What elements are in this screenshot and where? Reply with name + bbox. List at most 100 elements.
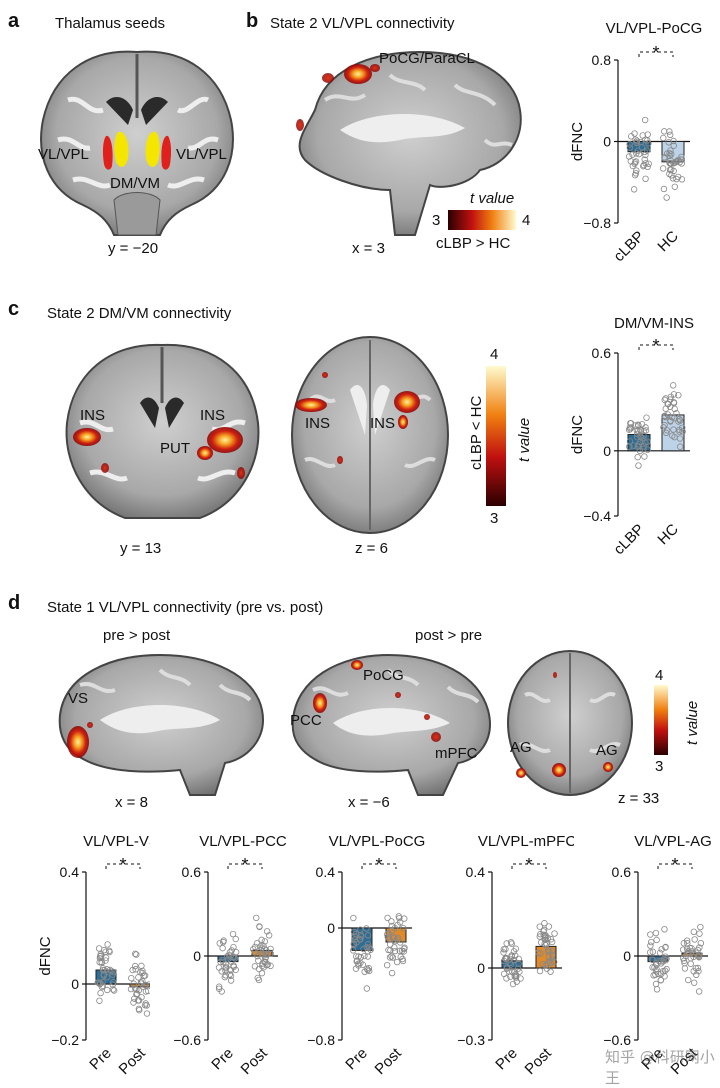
- data-point: [217, 958, 224, 966]
- data-point: [363, 985, 371, 992]
- data-point: [503, 955, 510, 962]
- data-point: [543, 940, 550, 948]
- data-point: [549, 952, 556, 959]
- data-point: [261, 938, 269, 945]
- data-point: [106, 948, 113, 956]
- label-dmvm: DM/VM: [110, 175, 160, 192]
- y-tick-label: 0: [603, 134, 611, 150]
- data-point: [221, 973, 229, 981]
- data-point: [396, 919, 404, 926]
- colorbar-b-max: 4: [522, 212, 531, 229]
- colorbar-b-min: 3: [432, 212, 441, 229]
- data-point: [97, 989, 104, 997]
- data-point: [660, 185, 668, 193]
- data-point: [695, 967, 702, 975]
- data-point: [365, 967, 373, 975]
- data-point: [627, 158, 635, 165]
- data-point: [636, 447, 644, 455]
- data-point: [258, 969, 266, 977]
- data-point: [265, 932, 273, 939]
- data-point: [255, 976, 263, 984]
- data-point: [500, 946, 508, 953]
- data-point: [102, 957, 109, 964]
- label-d-pocg: PoCG: [363, 667, 404, 684]
- colorbar-c: [486, 366, 506, 506]
- y-tick-label: 0.6: [592, 345, 612, 361]
- data-point: [641, 116, 649, 124]
- y-tick-label: 0.8: [592, 52, 612, 68]
- data-point: [541, 920, 548, 927]
- data-point: [103, 966, 111, 973]
- panel-letter-c: c: [8, 298, 20, 320]
- data-point: [551, 930, 558, 937]
- data-point: [548, 947, 556, 955]
- data-point: [648, 938, 655, 946]
- data-point: [261, 945, 268, 952]
- significance-star: *: [375, 855, 382, 875]
- axial-brain-slice-d: [507, 650, 633, 796]
- data-point: [96, 953, 104, 960]
- y-axis-label: dFNC: [569, 415, 586, 454]
- data-point: [110, 987, 118, 994]
- data-point: [388, 969, 396, 977]
- colorbar-c-contrast: cLBP < HC: [468, 395, 485, 470]
- significance-star: *: [119, 855, 126, 875]
- data-point: [503, 954, 510, 962]
- label-d-pcc: PCC: [290, 712, 322, 729]
- data-point: [96, 997, 103, 1004]
- label-c-ins-3: INS: [305, 415, 331, 432]
- coord-d-2: x = −6: [348, 794, 390, 811]
- data-point: [660, 134, 667, 142]
- data-point: [647, 942, 654, 949]
- data-point: [400, 924, 407, 932]
- chart-title: VL/VPL-PoCG: [329, 833, 426, 850]
- data-point: [227, 977, 235, 984]
- data-point: [545, 923, 553, 930]
- data-point: [102, 948, 109, 956]
- significance-star: *: [525, 855, 532, 875]
- colorbar-c-min: 3: [490, 510, 499, 527]
- data-point: [659, 165, 667, 172]
- data-point: [663, 150, 671, 157]
- chart-vlvpl-mpfc: VL/VPL-mPFC * 0.4 0 −0.3 Pre Post: [457, 833, 574, 1078]
- data-point: [638, 421, 646, 428]
- coronal-thalamus-slice: [40, 50, 234, 236]
- coord-c-1: y = 13: [120, 540, 162, 557]
- y-tick-label: −0.6: [603, 1032, 631, 1048]
- significance-bracket: [657, 863, 693, 869]
- data-point: [259, 960, 266, 967]
- coronal-brain-slice-c: [65, 343, 260, 519]
- data-point: [631, 159, 639, 166]
- label-d-vs: VS: [68, 690, 89, 707]
- data-point: [661, 128, 668, 135]
- contrast-pre-post: pre > post: [103, 627, 171, 644]
- data-point: [110, 979, 117, 986]
- data-point: [685, 976, 692, 984]
- sagittal-brain-slice-b: [296, 50, 522, 236]
- data-point: [138, 962, 145, 970]
- data-point: [255, 965, 263, 973]
- y-tick-label: −0.3: [457, 1032, 485, 1048]
- data-point: [506, 959, 513, 967]
- data-point: [653, 961, 660, 969]
- data-point: [263, 961, 271, 969]
- data-point: [541, 934, 549, 942]
- data-point: [215, 985, 223, 992]
- data-point: [673, 157, 681, 165]
- data-point: [665, 139, 672, 146]
- colorbar-d-max: 4: [655, 667, 664, 684]
- data-point: [536, 923, 543, 930]
- data-point: [642, 427, 650, 434]
- data-point: [500, 949, 507, 956]
- significance-bracket: [105, 863, 141, 869]
- data-point: [652, 929, 660, 937]
- data-point: [632, 136, 639, 143]
- data-point: [391, 944, 398, 951]
- chart-vlvpl-pocg-prepost: VL/VPL-PoCG * 0.4 0 −0.8 Pre Post: [307, 833, 426, 1078]
- y-axis-label: dFNC: [569, 122, 586, 161]
- data-point: [396, 914, 403, 922]
- coord-d-1: x = 8: [115, 794, 148, 811]
- data-point: [641, 453, 648, 460]
- data-point: [690, 928, 698, 936]
- x-tick-label: Pre: [86, 1045, 115, 1074]
